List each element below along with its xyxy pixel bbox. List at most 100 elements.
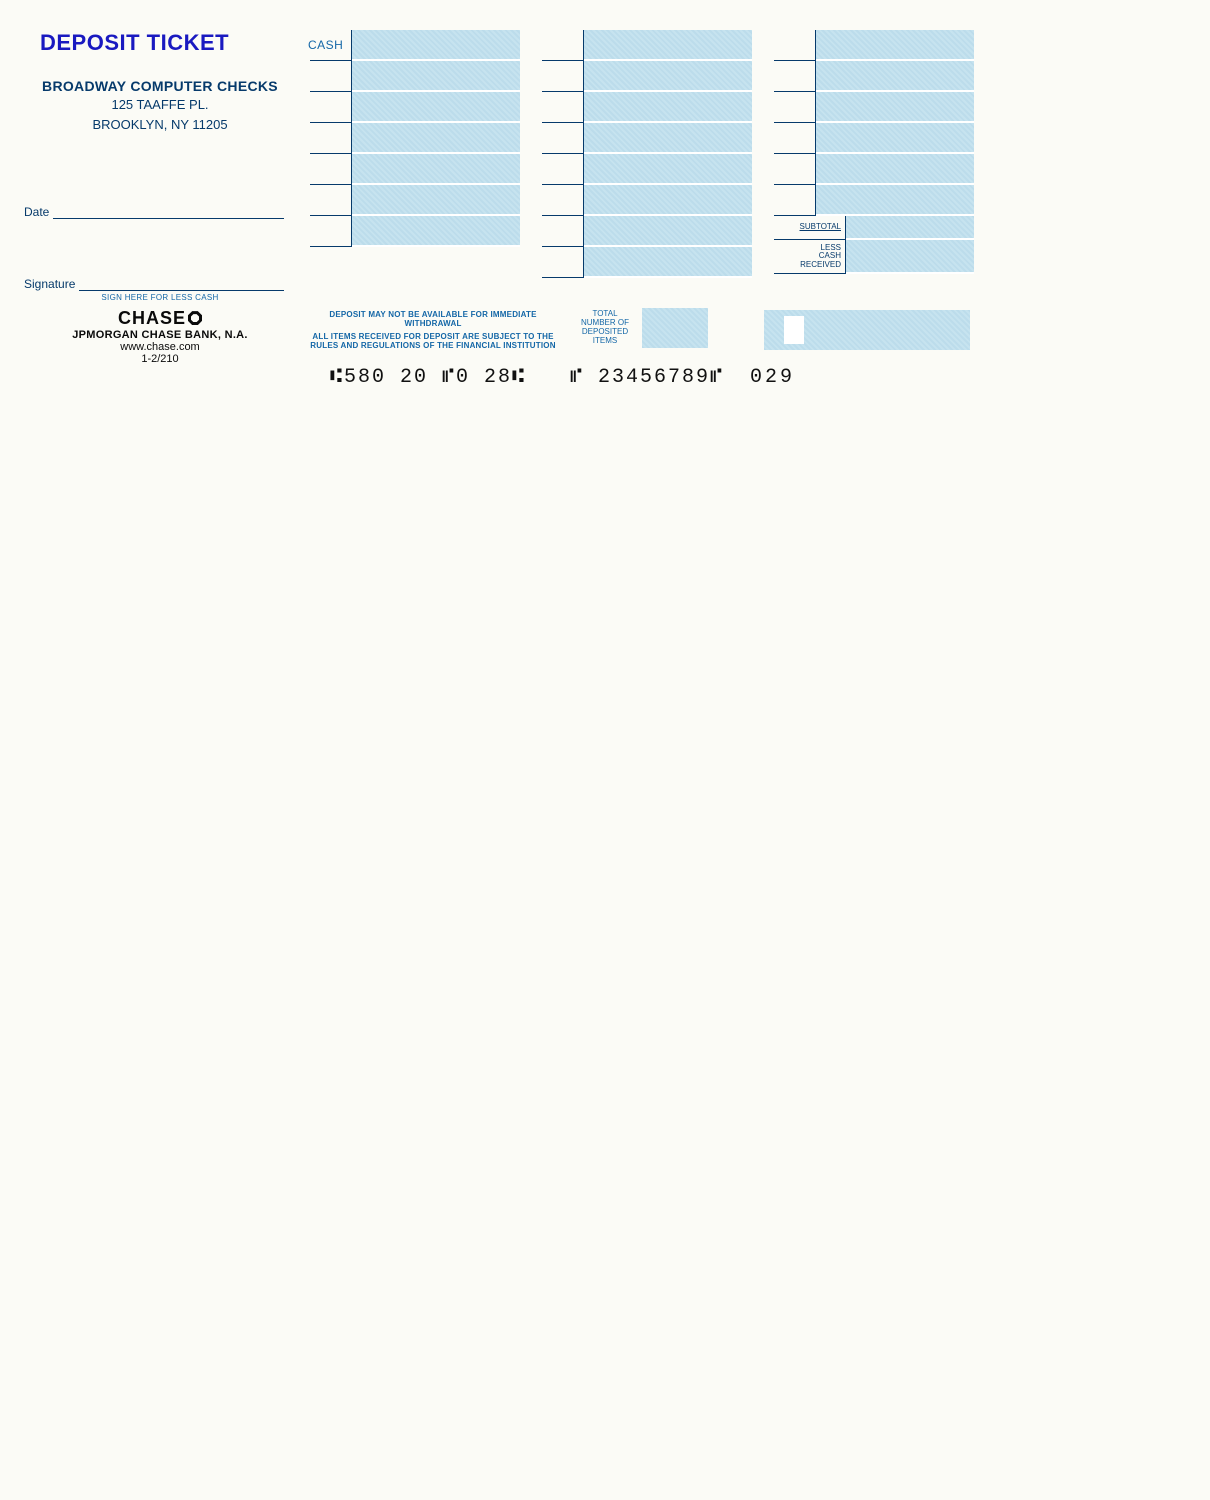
entry-amount[interactable] — [816, 30, 974, 61]
total-items-label: TOTALNUMBER OFDEPOSITEDITEMS — [572, 310, 638, 345]
entry-slot[interactable] — [774, 185, 974, 216]
bank-logo-text: CHASE — [118, 308, 186, 328]
entry-stub — [542, 123, 584, 154]
entry-slot[interactable] — [310, 123, 520, 154]
entry-amount[interactable] — [816, 61, 974, 92]
bank-code: 1-2/210 — [20, 353, 300, 365]
entry-grid: CASH SUBTOTALLESSCASHRECEIVED — [310, 30, 974, 278]
entry-slot[interactable] — [542, 61, 752, 92]
entry-amount[interactable] — [352, 123, 520, 154]
subtotal-label: SUBTOTAL — [774, 216, 846, 240]
entry-amount[interactable] — [352, 154, 520, 185]
entry-amount[interactable] — [816, 185, 974, 216]
entry-stub — [310, 61, 352, 92]
entry-slot[interactable] — [542, 154, 752, 185]
signature-label: Signature — [24, 277, 75, 291]
total-items-block: TOTALNUMBER OFDEPOSITEDITEMS — [572, 308, 708, 348]
entry-stub — [542, 247, 584, 278]
ticket-title: DEPOSIT TICKET — [40, 30, 300, 56]
subtotal-amount[interactable] — [846, 216, 974, 240]
entry-amount[interactable] — [816, 92, 974, 123]
bottom-strip: DEPOSIT MAY NOT BE AVAILABLE FOR IMMEDIA… — [310, 310, 980, 350]
disclaimer-line-1: DEPOSIT MAY NOT BE AVAILABLE FOR IMMEDIA… — [329, 310, 536, 328]
entry-slot[interactable] — [310, 61, 520, 92]
entry-slot[interactable]: CASH — [310, 30, 520, 61]
entry-amount[interactable] — [584, 247, 752, 278]
entry-amount[interactable] — [584, 123, 752, 154]
entry-slot[interactable] — [774, 123, 974, 154]
less-cash-label: LESSCASHRECEIVED — [774, 240, 846, 274]
entry-stub — [542, 92, 584, 123]
entry-stub — [542, 216, 584, 247]
entry-amount[interactable] — [584, 61, 752, 92]
entry-amount[interactable] — [352, 30, 520, 61]
entry-slot[interactable] — [542, 30, 752, 61]
subtotal-row[interactable]: SUBTOTAL — [774, 216, 974, 240]
deposit-ticket: DEPOSIT TICKET BROADWAY COMPUTER CHECKS … — [20, 10, 980, 390]
entry-slot[interactable] — [774, 154, 974, 185]
date-line — [53, 218, 284, 219]
company-name: BROADWAY COMPUTER CHECKS — [20, 78, 300, 94]
date-label: Date — [24, 205, 49, 219]
bank-block: CHASE JPMORGAN CHASE BANK, N.A. www.chas… — [20, 308, 300, 365]
entry-stub — [774, 61, 816, 92]
entry-slot[interactable] — [542, 92, 752, 123]
entry-amount[interactable] — [584, 154, 752, 185]
entry-column-1: CASH — [310, 30, 520, 278]
bank-url: www.chase.com — [20, 341, 300, 353]
address-line-1: 125 TAAFFE PL. — [20, 96, 300, 114]
less-cash-amount[interactable] — [846, 240, 974, 274]
entry-stub — [310, 92, 352, 123]
entry-slot[interactable] — [310, 154, 520, 185]
entry-slot[interactable] — [310, 216, 520, 247]
entry-amount[interactable] — [584, 30, 752, 61]
entry-amount[interactable] — [816, 123, 974, 154]
entry-stub — [774, 154, 816, 185]
entry-slot[interactable] — [542, 123, 752, 154]
entry-stub — [774, 123, 816, 154]
less-cash-row[interactable]: LESSCASHRECEIVED — [774, 240, 974, 274]
entry-slot[interactable] — [310, 92, 520, 123]
disclaimer-block: DEPOSIT MAY NOT BE AVAILABLE FOR IMMEDIA… — [310, 310, 556, 350]
entry-stub — [310, 185, 352, 216]
entry-slot[interactable] — [310, 185, 520, 216]
entry-stub — [310, 154, 352, 185]
entry-slot[interactable] — [774, 92, 974, 123]
entry-amount[interactable] — [352, 61, 520, 92]
left-column: DEPOSIT TICKET BROADWAY COMPUTER CHECKS … — [20, 30, 300, 365]
entry-stub — [542, 185, 584, 216]
entry-stub — [774, 30, 816, 61]
total-amount-box[interactable] — [764, 310, 970, 350]
signature-line — [79, 290, 284, 291]
signature-field[interactable]: Signature — [24, 277, 284, 291]
entry-stub — [542, 30, 584, 61]
micr-check-number: 029 — [750, 366, 795, 389]
micr-routing: ⑆580 20 ⑈0 28⑆ — [330, 366, 526, 389]
entry-column-2 — [542, 30, 752, 278]
entry-stub: CASH — [310, 30, 352, 61]
entry-amount[interactable] — [352, 92, 520, 123]
entry-stub — [542, 61, 584, 92]
entry-column-3: SUBTOTALLESSCASHRECEIVED — [774, 30, 974, 278]
entry-stub — [774, 185, 816, 216]
date-field[interactable]: Date — [24, 205, 284, 219]
disclaimer-line-2: ALL ITEMS RECEIVED FOR DEPOSIT ARE SUBJE… — [310, 332, 556, 350]
entry-amount[interactable] — [584, 216, 752, 247]
entry-stub — [542, 154, 584, 185]
entry-amount[interactable] — [584, 92, 752, 123]
micr-line: ⑆580 20 ⑈0 28⑆ ⑈ 23456789⑈ 029 — [330, 366, 990, 389]
entry-slot[interactable] — [542, 216, 752, 247]
entry-slot[interactable] — [774, 61, 974, 92]
entry-amount[interactable] — [816, 154, 974, 185]
bank-logo: CHASE — [20, 308, 300, 329]
entry-slot[interactable] — [774, 30, 974, 61]
entry-slot[interactable] — [542, 185, 752, 216]
total-items-box[interactable] — [642, 308, 708, 348]
entry-slot[interactable] — [542, 247, 752, 278]
sign-here-note: SIGN HERE FOR LESS CASH — [20, 293, 300, 302]
entry-amount[interactable] — [584, 185, 752, 216]
micr-account: ⑈ 23456789⑈ — [570, 366, 724, 389]
entry-amount[interactable] — [352, 216, 520, 247]
address-line-2: BROOKLYN, NY 11205 — [20, 116, 300, 134]
entry-amount[interactable] — [352, 185, 520, 216]
